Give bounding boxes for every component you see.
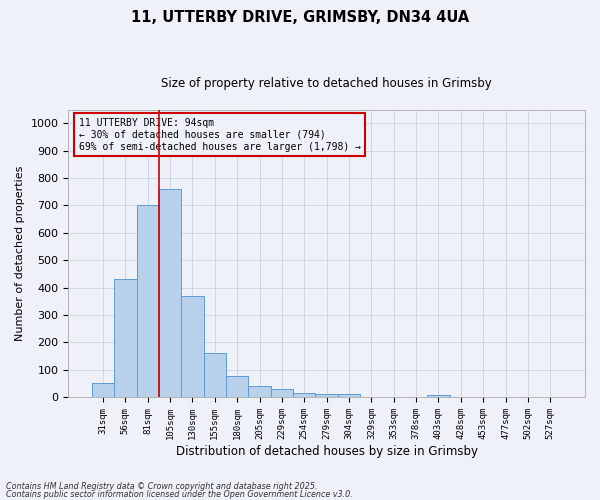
Text: Contains public sector information licensed under the Open Government Licence v3: Contains public sector information licen… bbox=[6, 490, 353, 499]
Bar bbox=[271, 389, 293, 397]
Bar bbox=[338, 394, 360, 397]
Bar bbox=[203, 353, 226, 397]
Title: Size of property relative to detached houses in Grimsby: Size of property relative to detached ho… bbox=[161, 78, 492, 90]
Text: 11 UTTERBY DRIVE: 94sqm
← 30% of detached houses are smaller (794)
69% of semi-d: 11 UTTERBY DRIVE: 94sqm ← 30% of detache… bbox=[79, 118, 361, 152]
X-axis label: Distribution of detached houses by size in Grimsby: Distribution of detached houses by size … bbox=[176, 444, 478, 458]
Bar bbox=[114, 280, 137, 397]
Bar bbox=[427, 395, 449, 397]
Bar bbox=[159, 189, 181, 397]
Bar bbox=[181, 296, 203, 397]
Bar bbox=[316, 394, 338, 397]
Text: 11, UTTERBY DRIVE, GRIMSBY, DN34 4UA: 11, UTTERBY DRIVE, GRIMSBY, DN34 4UA bbox=[131, 10, 469, 25]
Bar bbox=[92, 384, 114, 397]
Bar bbox=[226, 376, 248, 397]
Bar bbox=[293, 393, 316, 397]
Y-axis label: Number of detached properties: Number of detached properties bbox=[15, 166, 25, 341]
Bar bbox=[248, 386, 271, 397]
Bar bbox=[137, 206, 159, 397]
Text: Contains HM Land Registry data © Crown copyright and database right 2025.: Contains HM Land Registry data © Crown c… bbox=[6, 482, 317, 491]
